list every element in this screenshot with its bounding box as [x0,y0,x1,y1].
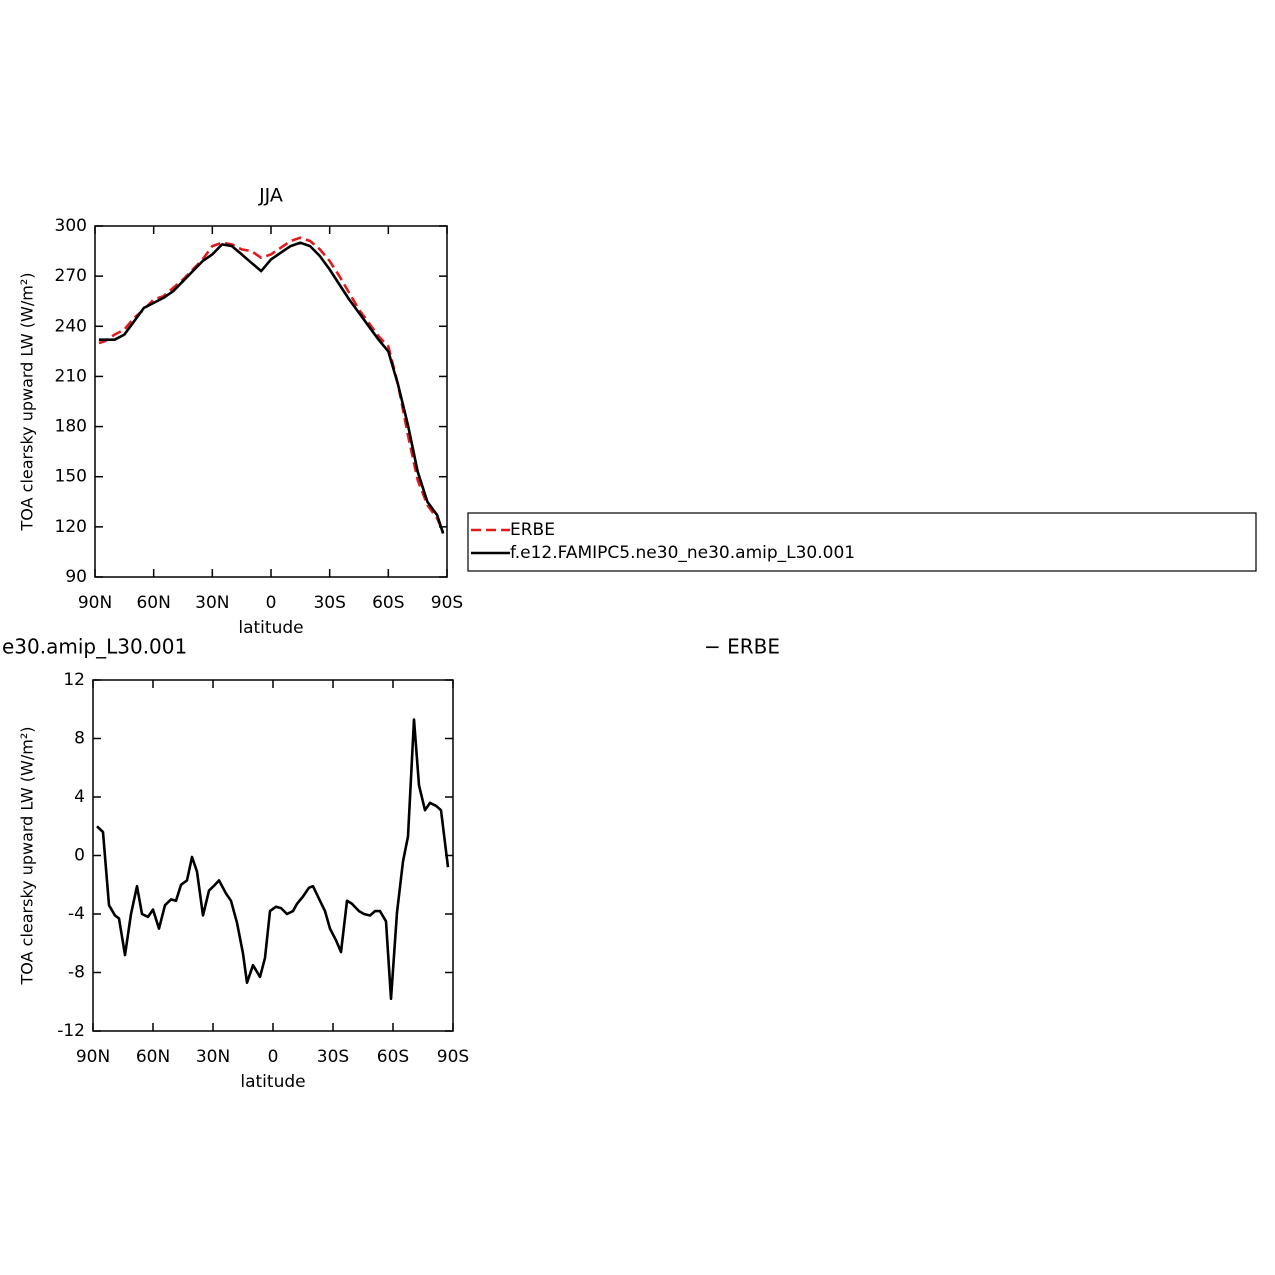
chart-title-right: − ERBE [704,635,780,659]
x-axis-label: latitude [238,618,303,638]
y-tick-label: 180 [55,417,87,437]
y-tick-label: 240 [55,316,87,336]
plot-frame [92,679,454,1032]
chart-title: e30.amip_L30.001 [2,635,187,659]
x-tick-label: 90N [78,593,112,613]
y-tick-label: 4 [74,787,85,807]
x-tick-label: 30S [313,593,345,613]
y-tick-label: 8 [74,729,85,749]
y-axis-label: TOA clearsky upward LW (W/m²) [18,273,37,532]
chart-title: JJA [258,185,283,207]
x-tick-label: 0 [268,1047,279,1067]
data-line [98,236,445,533]
y-tick-label: 150 [55,467,87,487]
x-tick-label: 60N [136,1047,170,1067]
data-line [96,718,450,1001]
y-axis-label: TOA clearsky upward LW (W/m²) [18,727,37,986]
legend-label: f.e12.FAMIPC5.ne30_ne30.amip_L30.001 [510,543,855,563]
data-line [98,241,445,534]
y-tick-label: -4 [68,904,85,924]
x-tick-label: 60N [136,593,170,613]
y-tick-label: 300 [55,216,87,236]
y-tick-label: 120 [55,517,87,537]
x-tick-label: 0 [266,593,277,613]
y-tick-label: 0 [74,846,85,866]
legend-label: ERBE [510,520,555,540]
x-tick-label: 30N [196,1047,230,1067]
x-tick-label: 90S [431,593,463,613]
x-tick-label: 60S [372,593,404,613]
x-axis-label: latitude [240,1072,305,1092]
x-tick-label: 90N [76,1047,110,1067]
y-tick-label: 210 [55,366,87,386]
x-tick-label: 30S [317,1047,349,1067]
y-tick-label: -12 [57,1021,85,1041]
x-tick-label: 60S [377,1047,409,1067]
x-tick-label: 30N [195,593,229,613]
plot-frame [94,225,448,578]
x-tick-label: 90S [437,1047,469,1067]
y-tick-label: 90 [65,567,87,587]
y-tick-label: -8 [68,963,85,983]
y-tick-label: 12 [63,670,85,690]
legend-box [467,512,1257,572]
y-tick-label: 270 [55,266,87,286]
